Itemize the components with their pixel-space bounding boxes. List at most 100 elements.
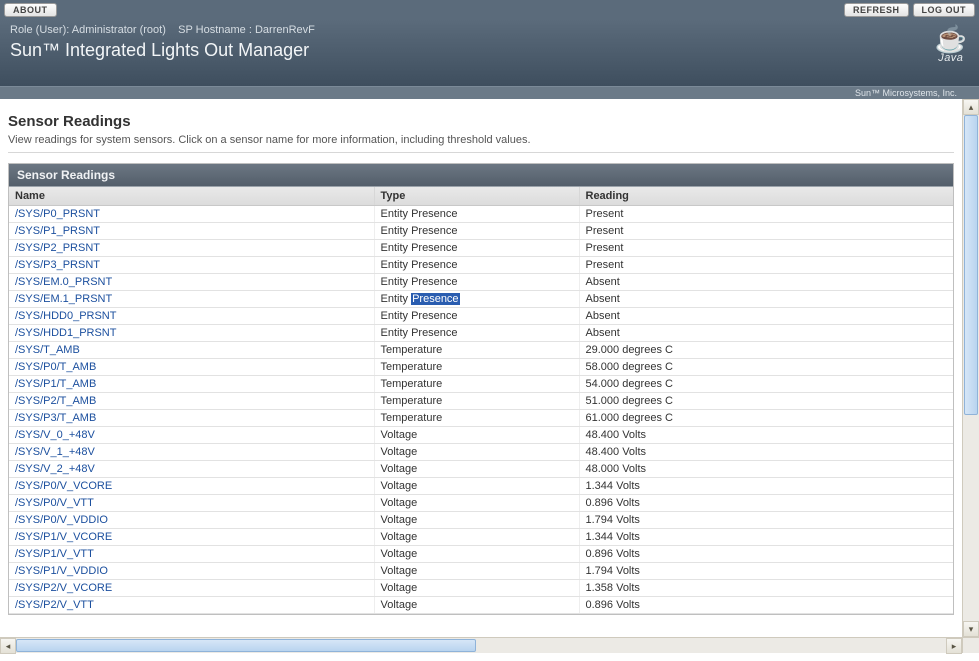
sensor-table: Name Type Reading /SYS/P0_PRSNT Entity Pr… [9,187,953,614]
sensor-link[interactable]: /SYS/EM.0_PRSNT [15,276,112,288]
sensor-link[interactable]: /SYS/P3/T_AMB [15,412,96,424]
sensor-reading-cell: Present [579,240,953,257]
role-prefix: Role (User): [10,24,72,36]
topbar: ABOUT REFRESH LOG OUT [0,0,979,20]
sensor-link[interactable]: /SYS/P1/V_VDDIO [15,565,108,577]
sensor-name-cell: /SYS/EM.0_PRSNT [9,274,374,291]
sensor-reading-cell: Present [579,206,953,223]
sensor-type-cell: Temperature [374,410,579,427]
hscroll-track[interactable] [16,638,946,653]
sensor-reading-cell: 1.358 Volts [579,580,953,597]
col-header-type[interactable]: Type [374,187,579,206]
refresh-button[interactable]: REFRESH [844,3,909,17]
sensor-panel: Sensor Readings Name Type Reading /SYS/P… [8,163,954,615]
text-selection: Presence [411,293,459,305]
content-area: Sensor Readings View readings for system… [0,99,962,637]
sensor-link[interactable]: /SYS/P2/V_VCORE [15,582,112,594]
sensor-link[interactable]: /SYS/P3_PRSNT [15,259,100,271]
sensor-reading-cell: Present [579,257,953,274]
logout-button[interactable]: LOG OUT [913,3,976,17]
sensor-link[interactable]: /SYS/P2/V_VTT [15,599,94,611]
sensor-name-cell: /SYS/P1_PRSNT [9,223,374,240]
table-row: /SYS/P0/V_VTTVoltage0.896 Volts [9,495,953,512]
sensor-link[interactable]: /SYS/P0/V_VDDIO [15,514,108,526]
sensor-reading-cell: 29.000 degrees C [579,342,953,359]
sensor-reading-cell: 48.400 Volts [579,444,953,461]
banner-footer: Sun™ Microsystems, Inc. [0,86,979,99]
table-row: /SYS/HDD1_PRSNTEntity PresenceAbsent [9,325,953,342]
sensor-name-cell: /SYS/P0/V_VTT [9,495,374,512]
sensor-link[interactable]: /SYS/P0/T_AMB [15,361,96,373]
sensor-name-cell: /SYS/V_2_+48V [9,461,374,478]
table-row: /SYS/P0/V_VCOREVoltage1.344 Volts [9,478,953,495]
sensor-name-cell: /SYS/P0_PRSNT [9,206,374,223]
sensor-type-cell: Voltage [374,427,579,444]
table-row: /SYS/P1/V_VTTVoltage0.896 Volts [9,546,953,563]
table-row: /SYS/P2/V_VCOREVoltage1.358 Volts [9,580,953,597]
sensor-link[interactable]: /SYS/V_1_+48V [15,446,95,458]
sensor-reading-cell: 0.896 Volts [579,597,953,614]
sensor-name-cell: /SYS/P2/V_VTT [9,597,374,614]
vertical-scrollbar[interactable]: ▴ ▾ [962,99,979,637]
sensor-type-cell: Voltage [374,444,579,461]
sensor-link[interactable]: /SYS/P2_PRSNT [15,242,100,254]
table-row: /SYS/T_AMB Temperature29.000 degrees C [9,342,953,359]
sensor-name-cell: /SYS/P3/T_AMB [9,410,374,427]
table-row: /SYS/P1_PRSNTEntity PresencePresent [9,223,953,240]
sensor-link[interactable]: /SYS/P2/T_AMB [15,395,96,407]
sensor-type-cell: Entity Presence [374,325,579,342]
scroll-right-icon[interactable]: ▸ [946,638,962,654]
sensor-type-cell: Entity Presence [374,291,579,308]
sensor-type-cell: Entity Presence [374,206,579,223]
table-row: /SYS/P1/V_VCOREVoltage1.344 Volts [9,529,953,546]
sensor-type-cell: Voltage [374,478,579,495]
java-text: Java [935,52,967,64]
sensor-reading-cell: 48.400 Volts [579,427,953,444]
horizontal-scrollbar[interactable]: ◂ ▸ [0,637,962,653]
vscroll-thumb[interactable] [964,115,978,415]
sensor-link[interactable]: /SYS/HDD0_PRSNT [15,310,116,322]
scroll-up-icon[interactable]: ▴ [963,99,979,115]
sensor-name-cell: /SYS/P0/V_VDDIO [9,512,374,529]
scroll-left-icon[interactable]: ◂ [0,638,16,654]
sensor-name-cell: /SYS/P1/T_AMB [9,376,374,393]
col-header-reading[interactable]: Reading [579,187,953,206]
sensor-reading-cell: Absent [579,274,953,291]
sensor-type-cell: Voltage [374,529,579,546]
sensor-reading-cell: 0.896 Volts [579,495,953,512]
sensor-type-cell: Temperature [374,359,579,376]
table-row: /SYS/P2/T_AMBTemperature51.000 degrees C [9,393,953,410]
sensor-link[interactable]: /SYS/V_0_+48V [15,429,95,441]
sensor-link[interactable]: /SYS/P0/V_VCORE [15,480,112,492]
sensor-link[interactable]: /SYS/T_AMB [15,344,80,356]
panel-header: Sensor Readings [9,164,953,187]
sensor-reading-cell: 61.000 degrees C [579,410,953,427]
sensor-link[interactable]: /SYS/EM.1_PRSNT [15,293,112,305]
col-header-name[interactable]: Name [9,187,374,206]
sensor-type-cell: Temperature [374,342,579,359]
sensor-link[interactable]: /SYS/HDD1_PRSNT [15,327,116,339]
table-row: /SYS/P3_PRSNTEntity PresencePresent [9,257,953,274]
sensor-name-cell: /SYS/V_0_+48V [9,427,374,444]
user-line: Role (User): Administrator (root) SP Hos… [10,24,969,36]
host-prefix: SP Hostname : [178,24,255,36]
sensor-link[interactable]: /SYS/P1/T_AMB [15,378,96,390]
sensor-link[interactable]: /SYS/P1_PRSNT [15,225,100,237]
hscroll-thumb[interactable] [16,639,476,652]
sensor-reading-cell: Absent [579,291,953,308]
sensor-link[interactable]: /SYS/P1/V_VTT [15,548,94,560]
sensor-link[interactable]: /SYS/P0_PRSNT [15,208,100,220]
sensor-reading-cell: 58.000 degrees C [579,359,953,376]
table-row: /SYS/P2_PRSNTEntity PresencePresent [9,240,953,257]
sensor-name-cell: /SYS/P0/V_VCORE [9,478,374,495]
vscroll-track[interactable] [963,115,979,621]
host-value: DarrenRevF [255,24,315,36]
scroll-down-icon[interactable]: ▾ [963,621,979,637]
sensor-type-cell: Entity Presence [374,274,579,291]
about-button[interactable]: ABOUT [4,3,57,17]
sensor-type-cell: Voltage [374,461,579,478]
sensor-link[interactable]: /SYS/P0/V_VTT [15,497,94,509]
sensor-link[interactable]: /SYS/V_2_+48V [15,463,95,475]
sensor-link[interactable]: /SYS/P1/V_VCORE [15,531,112,543]
sensor-name-cell: /SYS/P1/V_VDDIO [9,563,374,580]
